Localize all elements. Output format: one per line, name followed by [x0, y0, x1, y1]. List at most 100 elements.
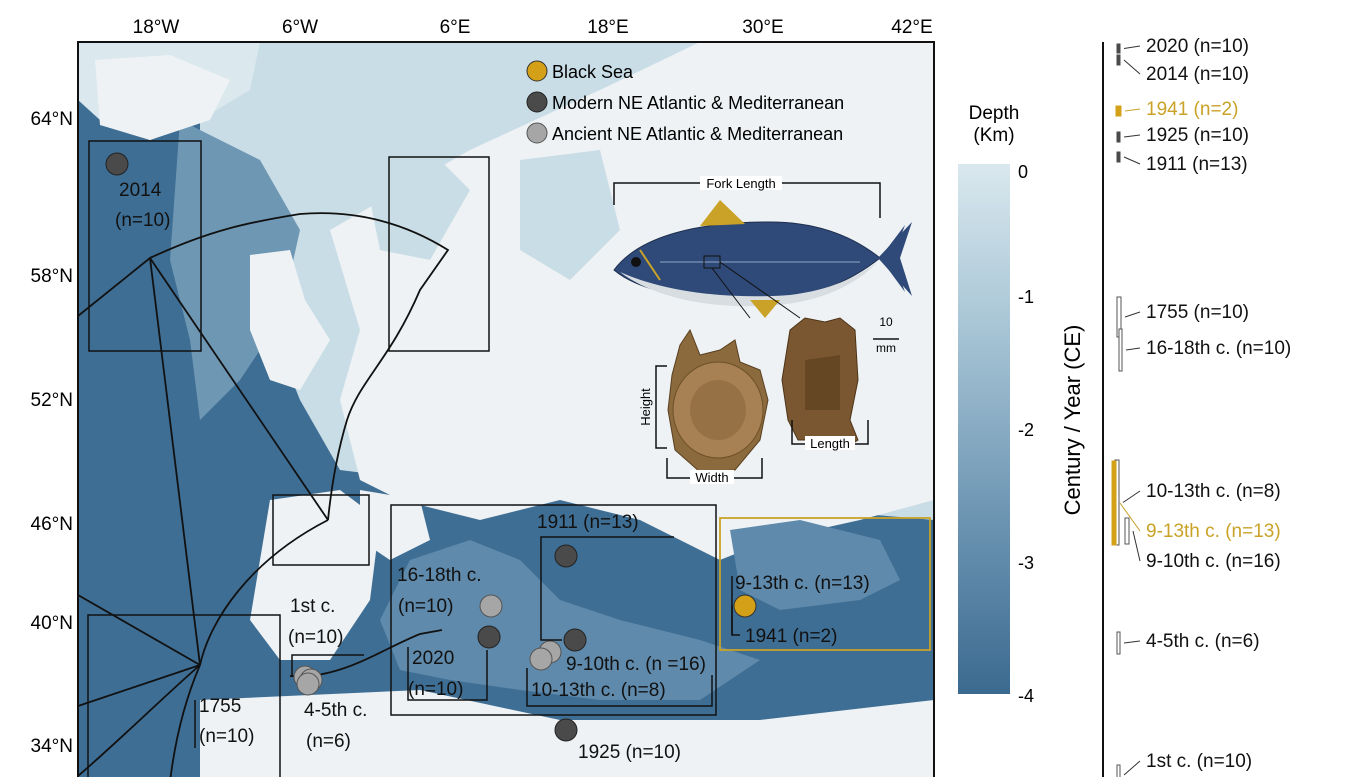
label-1911: 1911 (n=13)	[537, 512, 639, 533]
mediterranean-sea	[380, 540, 760, 700]
site-black-sea	[733, 594, 757, 618]
fork-length-label-bg	[700, 176, 782, 190]
label-iceland-n: (n=10)	[115, 210, 170, 231]
timeline-bar	[1116, 54, 1121, 66]
depth-tick-label: -3	[1018, 553, 1034, 573]
timeline-label: 1941 (n=2)	[1146, 99, 1238, 120]
legend: Black Sea Modern NE Atlantic & Mediterra…	[526, 60, 844, 144]
map-frame	[77, 41, 935, 777]
timeline-entry: 1925 (n=10)	[1116, 125, 1249, 146]
timeline-entry: 1755 (n=10)	[1116, 296, 1249, 338]
iberia-land	[360, 490, 430, 560]
legend-marker-modern	[526, 91, 548, 113]
timeline-leader	[1123, 45, 1141, 49]
longitude-tick-label: 18°W	[133, 17, 180, 38]
depth-colorbar: Depth (Km) 0 -1 -2 -3 -4	[958, 103, 1034, 706]
legend-marker-ancient	[526, 122, 548, 144]
timeline-bar	[1116, 151, 1121, 163]
site-1911	[554, 544, 578, 568]
region-box-black-sea	[719, 517, 931, 651]
britain-land	[250, 250, 330, 390]
label-1925: 1925 (n=10)	[578, 742, 681, 763]
timeline-leader	[1123, 640, 1141, 644]
timeline-leader	[1123, 59, 1141, 75]
iceland-land	[95, 55, 230, 140]
legend-marker-black-sea	[526, 60, 548, 82]
fork-length-label: Fork Length	[706, 176, 775, 191]
timeline-label: 1st c. (n=10)	[1146, 751, 1252, 772]
legend-label-black-sea: Black Sea	[552, 62, 634, 82]
latitude-tick-label: 34°N	[31, 736, 73, 757]
depth-colorbar-gradient	[958, 164, 1010, 694]
timeline-entries: 2020 (n=10) 2014 (n=10) 1941 (n=2) 1925 (n=…	[1111, 36, 1291, 777]
timeline-bar	[1116, 43, 1121, 54]
site-1925	[554, 718, 578, 742]
depth-tick-label: -1	[1018, 287, 1034, 307]
length-label: Length	[810, 436, 850, 451]
timeline-entry: 9-10th c. (n=16)	[1124, 517, 1281, 572]
depth-tick-label: -2	[1018, 420, 1034, 440]
label-16-18th-1: 16-18th c.	[397, 565, 482, 586]
timeline-leader	[1124, 311, 1141, 318]
site-1755	[296, 672, 320, 696]
site-points	[105, 152, 757, 742]
latitude-tick-label: 58°N	[31, 266, 73, 287]
timeline-leader	[1124, 108, 1141, 112]
black-sea	[730, 520, 900, 610]
site-iceland-2014	[105, 152, 129, 176]
depth-ticks: 0 -1 -2 -3 -4	[1018, 162, 1034, 706]
vertebra-side-view	[781, 317, 859, 449]
timeline-label: 2014 (n=10)	[1146, 64, 1249, 85]
timeline-leader	[1123, 156, 1141, 165]
longitude-tick-label: 18°E	[587, 17, 628, 38]
timeline-bar	[1124, 517, 1130, 545]
longitude-tick-label: 30°E	[742, 17, 783, 38]
tuna-fish	[613, 200, 912, 319]
label-1st-c-2: (n=10)	[288, 627, 343, 648]
tuna-inset: Fork Length	[613, 176, 912, 485]
timeline-bar	[1115, 105, 1122, 117]
timeline-label: 10-13th c. (n=8)	[1146, 481, 1281, 502]
depth-title-line1: Depth	[969, 103, 1020, 124]
longitude-ticks: 18°W 6°W 6°E 18°E 30°E 42°E	[133, 17, 933, 38]
latitude-tick-label: 64°N	[31, 109, 73, 130]
latitude-tick-label: 52°N	[31, 390, 73, 411]
legend-label-modern: Modern NE Atlantic & Mediterranean	[552, 93, 844, 113]
width-label: Width	[695, 470, 728, 485]
label-1755-2: (n=10)	[199, 726, 254, 747]
label-2020-2: (n=10)	[408, 679, 463, 700]
iberian-peninsula	[250, 490, 380, 660]
longitude-tick-label: 6°E	[440, 17, 471, 38]
label-2020-1: 2020	[412, 648, 454, 669]
region-box-mediterranean	[390, 504, 717, 716]
timeline-label: 4-5th c. (n=6)	[1146, 631, 1260, 652]
timeline-entry: 4-5th c. (n=6)	[1116, 631, 1260, 655]
timeline-bar	[1116, 131, 1121, 143]
timeline-leader	[1123, 760, 1141, 776]
timeline-bar	[1116, 764, 1121, 777]
timeline-label: 16-18th c. (n=10)	[1146, 338, 1291, 359]
site-16-18th-c	[479, 594, 503, 618]
site-2020	[477, 625, 501, 649]
map-panel: 18°W 6°W 6°E 18°E 30°E 42°E 64°N 58°N 52°N 46°N 4…	[31, 17, 935, 777]
timeline-entry: 2020 (n=10)	[1116, 36, 1249, 57]
timeline-leader	[1119, 502, 1141, 532]
scale-bar-unit: mm	[876, 341, 896, 355]
timeline-entry: 2014 (n=10)	[1116, 54, 1249, 85]
region-box-north-sea	[388, 156, 490, 352]
timeline-label: 2020 (n=10)	[1146, 36, 1249, 57]
label-bs-9-13th: 9-13th c. (n=13)	[735, 573, 870, 594]
timeline-label: 1925 (n=10)	[1146, 125, 1249, 146]
length-label-bg	[805, 436, 855, 450]
site-10-13th-c-b	[529, 647, 553, 671]
longitude-tick-label: 6°W	[282, 17, 318, 38]
timeline-leader	[1122, 490, 1141, 503]
timeline-bar	[1116, 631, 1121, 655]
latitude-ticks: 64°N 58°N 52°N 46°N 40°N 34°N	[31, 109, 73, 757]
timeline-entry: 1941 (n=2)	[1115, 99, 1238, 120]
timeline-bar	[1111, 460, 1117, 546]
label-16-18th-2: (n=10)	[398, 596, 453, 617]
depth-tick-label: 0	[1018, 162, 1028, 182]
timeline-bar	[1118, 328, 1123, 372]
